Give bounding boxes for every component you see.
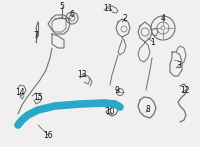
Text: 10: 10 — [105, 107, 115, 117]
Text: 15: 15 — [33, 92, 43, 101]
Text: 11: 11 — [103, 4, 113, 12]
Text: 13: 13 — [77, 70, 87, 78]
Text: 8: 8 — [146, 106, 150, 115]
Text: 12: 12 — [180, 86, 190, 95]
Text: 3: 3 — [177, 61, 181, 70]
Text: 14: 14 — [15, 87, 25, 96]
Text: 2: 2 — [123, 14, 127, 22]
Text: 1: 1 — [151, 37, 155, 46]
Text: 5: 5 — [60, 1, 64, 10]
Text: 16: 16 — [43, 131, 53, 140]
Text: 4: 4 — [161, 14, 165, 22]
Text: 9: 9 — [115, 86, 119, 95]
Text: 7: 7 — [34, 30, 38, 40]
Text: 6: 6 — [70, 10, 74, 19]
